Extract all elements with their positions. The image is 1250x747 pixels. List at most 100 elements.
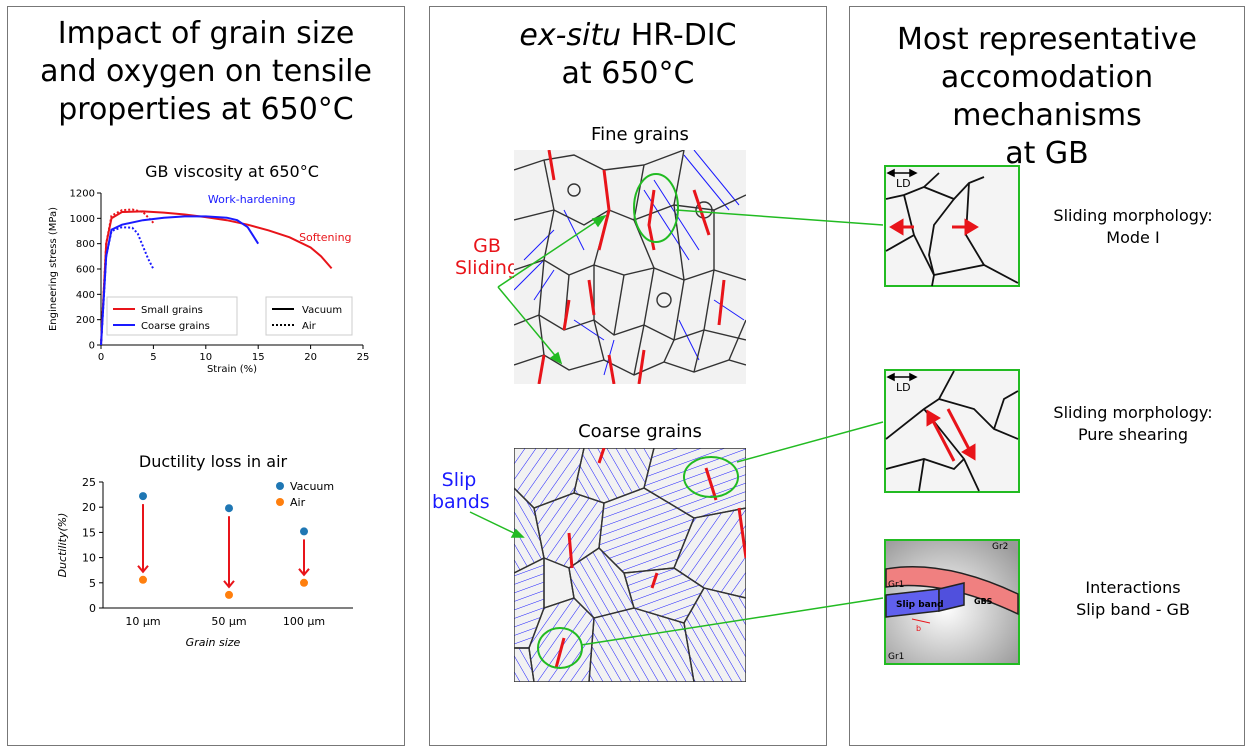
chart1-annotation-softening: Softening (299, 231, 351, 244)
chart1-x-tick-label: 20 (304, 352, 317, 363)
mechanism-3-text: Interactions Slip band - GB (1020, 577, 1246, 621)
chart1-x-tick-label: 5 (150, 352, 156, 363)
coarse-grains-label: Coarse grains (578, 421, 702, 442)
chart1-series-line (100, 226, 155, 346)
chart1-y-tick-label: 200 (76, 315, 95, 326)
fine-grains-label: Fine grains (591, 124, 689, 145)
chart2-legend-label: Vacuum (290, 480, 334, 493)
chart2-legend-marker (276, 498, 284, 506)
mode-i-schematic: LD (884, 165, 1020, 287)
chart2-point (139, 575, 147, 584)
mechanism-2-line2: Pure shearing (1077, 425, 1189, 444)
gb-sliding-label-line2: Sliding (454, 257, 520, 279)
panel2-title-line2: at 650°C (561, 56, 695, 91)
slip-bands-arrow (469, 511, 525, 538)
mechanism-2-text: Sliding morphology: Pure shearing (1020, 402, 1246, 446)
chart2-point (300, 578, 308, 587)
mechanism-1-line2: Mode I (1106, 228, 1160, 247)
mechanisms-panel: Most representative accomodation mechani… (849, 6, 1245, 746)
ductility-chart: Ductility loss in air 0 5 10 15 20 25 10 μm 50 μ… (56, 452, 353, 649)
chart2-y-label: Ductility(%) (56, 513, 69, 578)
chart1-x-tick-label: 10 (199, 352, 212, 363)
panel2-title-rest: HR-DIC (621, 18, 737, 53)
panel3-title-line2: accomodation mechanisms (940, 60, 1154, 133)
gbs-label: GBS (974, 597, 993, 606)
mechanism-3-line1: Interactions (1085, 578, 1181, 597)
pure-shearing-red-arrows (926, 408, 976, 462)
fine-highlight-circle (633, 173, 679, 243)
chart2-loss-arrowhead (137, 565, 149, 574)
chart2-x-label: Grain size (186, 636, 241, 649)
chart2-y-tick-label: 0 (89, 602, 96, 615)
mechanism-1-line1: Sliding morphology: (1053, 206, 1213, 225)
chart1-series-line (100, 215, 260, 346)
coarse-highlight-circle-top (683, 456, 739, 498)
panel2-annotations (469, 173, 739, 669)
panel3-title: Most representative accomodation mechani… (850, 21, 1244, 173)
tensile-properties-panel: Impact of grain size and oxygen on tensi… (7, 6, 405, 746)
panel3-title-line1: Most representative (896, 22, 1198, 57)
chart2-point (300, 527, 308, 536)
slip-band-gb-schematic: Gr2 Gr1 Gr1 Slip band GBS b (884, 539, 1020, 665)
burgers-vector-arrow (911, 618, 931, 624)
chart1-y-label: Engineering stress (MPa) (48, 207, 59, 331)
chart2-y-tick-label: 15 (82, 526, 96, 539)
panel2-title-italic: ex-situ (519, 18, 622, 53)
pure-shearing-boundaries (885, 370, 1019, 492)
fine-map-background (514, 150, 746, 384)
panel2-title: ex-situ HR-DIC at 650°C (430, 17, 826, 93)
chart1-y-tick-label: 1200 (70, 189, 95, 200)
chart1-legend-style-label: Air (302, 321, 317, 332)
chart1-y-tick-label: 600 (76, 265, 95, 276)
chart1-y-tick-label: 1000 (70, 214, 95, 225)
chart1-x-tick-label: 0 (98, 352, 104, 363)
panel1-title: Impact of grain size and oxygen on tensi… (8, 15, 404, 129)
mechanism-2-line1: Sliding morphology: (1053, 403, 1213, 422)
chart2-x-tick-label: 50 μm (211, 615, 246, 628)
chart1-legend-label: Small grains (141, 305, 203, 316)
pure-shearing-ld-label: LD (896, 381, 911, 394)
chart1-title: GB viscosity at 650°C (145, 162, 319, 181)
slip-band-side (938, 582, 965, 612)
chart2-x-tick-label: 10 μm (125, 615, 160, 628)
mode-i-boundaries (885, 172, 1019, 287)
slip-bands-label-line2: bands (432, 491, 490, 513)
chart1-x-label: Strain (%) (207, 364, 257, 375)
chart2-point (225, 590, 233, 599)
coarse-highlight-circle-bottom (537, 627, 583, 669)
chart1-legend-styles (265, 296, 353, 336)
mode-i-ld-arrow (886, 168, 918, 178)
chart2-y-tick-label: 25 (82, 476, 96, 489)
chart2-loss-arrowhead (298, 568, 310, 577)
chart1-legend-label: Coarse grains (141, 321, 210, 332)
panel1-title-line2: and oxygen on tensile (40, 54, 372, 89)
panel2-title-line1: ex-situ HR-DIC (430, 17, 826, 55)
mode-i-ld-label: LD (896, 177, 911, 190)
chart1-series-line (100, 208, 155, 346)
stress-strain-chart: GB viscosity at 650°C 0 5 10 15 20 25 0 200 400 60… (48, 162, 370, 375)
chart2-title: Ductility loss in air (139, 452, 288, 471)
gb-sliding-arrows (497, 214, 607, 365)
mode-i-red-arrows (889, 218, 979, 236)
pure-shearing-schematic: LD (884, 369, 1020, 493)
chart1-x-tick-label: 15 (252, 352, 265, 363)
chart1-y-tick-label: 400 (76, 290, 95, 301)
chart2-x-tick-label: 100 μm (283, 615, 325, 628)
gr1-top-label: Gr1 (888, 580, 904, 590)
gr1-bottom-label: Gr1 (888, 652, 904, 662)
chart2-y-tick-label: 5 (89, 577, 96, 590)
chart1-y-tick-label: 800 (76, 239, 95, 250)
slip-bands-label-line1: Slip (441, 469, 477, 491)
panel1-title-line1: Impact of grain size (57, 16, 355, 51)
chart1-y-tick-label: 0 (89, 341, 95, 352)
gb-sliding-label-line1: GB (473, 235, 501, 257)
hr-dic-panel: ex-situ HR-DIC at 650°C Fine grains Coar… (429, 6, 827, 746)
chart1-x-tick-label: 25 (357, 352, 370, 363)
chart2-legend-label: Air (290, 496, 306, 509)
mechanism-3-line2: Slip band - GB (1076, 600, 1190, 619)
slip-band-label: Slip band (896, 600, 944, 610)
chart2-y-tick-label: 20 (82, 501, 96, 514)
chart1-annotation-work-hardening: Work-hardening (208, 193, 296, 206)
mechanism-1-text: Sliding morphology: Mode I (1020, 205, 1246, 249)
chart2-y-tick-label: 10 (82, 552, 96, 565)
